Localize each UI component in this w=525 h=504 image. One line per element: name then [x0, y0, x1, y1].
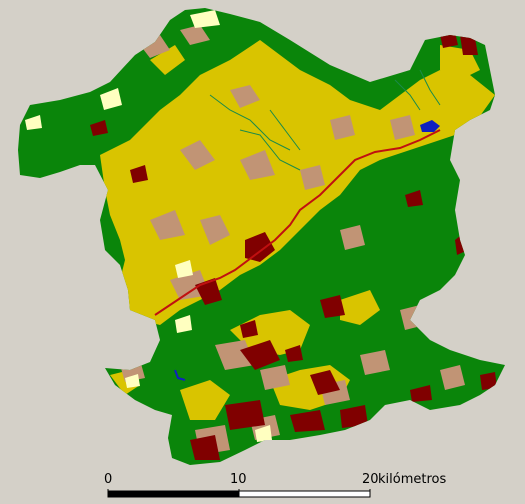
river-line [154, 129, 441, 316]
scale-bar [107, 489, 371, 498]
scale-tick-10: 10 [230, 472, 247, 487]
scale-tick-0: 0 [104, 472, 113, 487]
agriculture-zone [100, 40, 495, 325]
scale-tick-20: 20 [362, 472, 379, 487]
stream-network [209, 69, 441, 171]
scale-unit-label: kilómetros [378, 472, 447, 487]
water-body [420, 120, 440, 132]
pasture-patches [25, 10, 500, 442]
water-feature-south [174, 369, 186, 381]
